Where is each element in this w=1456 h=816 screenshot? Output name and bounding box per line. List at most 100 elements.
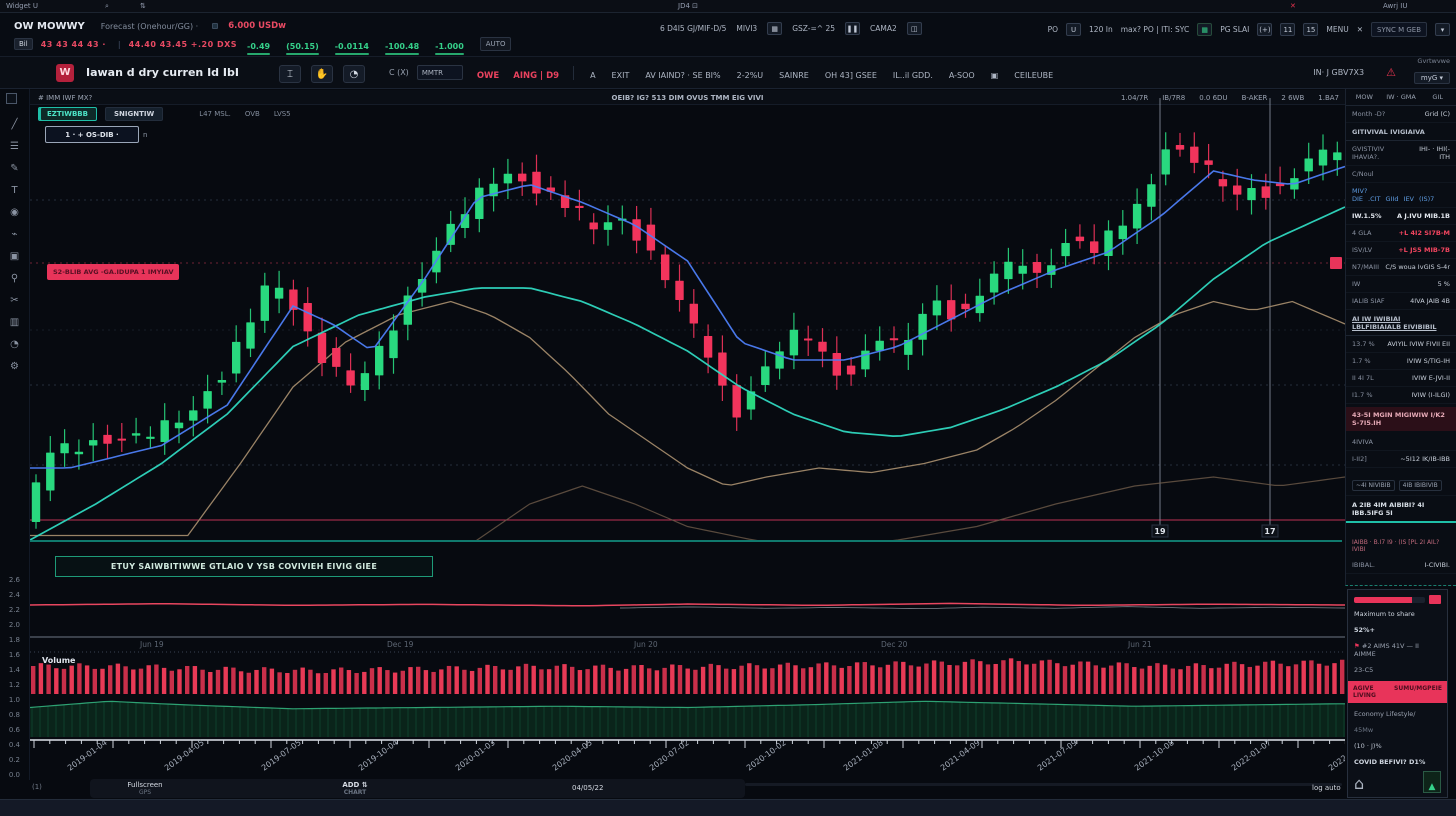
link[interactable]: MIV? DIE: [1352, 187, 1368, 203]
details-tab-1[interactable]: IW · GMA: [1386, 93, 1416, 101]
search-input[interactable]: SYNC M GEB: [1371, 22, 1427, 37]
marker-icon[interactable]: ◉: [10, 206, 19, 218]
toolbar-menu-item-3[interactable]: 2-2%U: [736, 71, 764, 80]
highlight-row[interactable]: 43-5I MGIN MIGIWIW I/K2 S-7I5.IH: [1346, 407, 1456, 431]
split-icon[interactable]: ⇅: [140, 2, 146, 10]
toolbar-menu-item-8[interactable]: ▣: [990, 71, 999, 80]
home-icon[interactable]: ⌂: [1354, 774, 1365, 793]
add-chart-button[interactable]: ADD ⇅ CHART: [342, 781, 368, 796]
chip[interactable]: 4IB IBIBIVIB: [1398, 480, 1442, 491]
link[interactable]: GIId: [1385, 195, 1399, 203]
svg-text:2021-01-08: 2021-01-08: [842, 738, 885, 773]
stat-value-1: IB/7R8: [1162, 94, 1186, 102]
menu-button[interactable]: MENU: [1326, 25, 1349, 34]
text-icon[interactable]: T: [11, 184, 18, 196]
detail-row: IBIBAL. I-CIVIBI.: [1346, 557, 1456, 574]
toolbar-menu-item-9[interactable]: CEILEUBE: [1014, 71, 1054, 80]
mid-menu-item-3[interactable]: CAMA2: [870, 24, 897, 33]
toolbar-menu-item-2[interactable]: AV IAIND? · SE BI%: [645, 71, 721, 80]
settings-icon[interactable]: ⚙: [10, 360, 19, 372]
pattern-icon[interactable]: ▣: [9, 250, 20, 262]
timeframe-label[interactable]: Forecast (Onehour/GG) ·: [100, 21, 199, 31]
interval-input[interactable]: MMTR: [416, 65, 463, 80]
search-dropdown-button[interactable]: ▾: [1435, 23, 1450, 36]
main-price-chart[interactable]: 19 17: [30, 90, 1345, 540]
details-tab-0[interactable]: MOW: [1355, 93, 1373, 101]
history-icon[interactable]: ◔: [342, 65, 365, 84]
ticker-strip: OW MOWWY Forecast (Onehour/GG) · 6.000 U…: [0, 13, 1456, 57]
active-band[interactable]: AGIVE LIVING SUMU/MGPEIE: [1348, 681, 1447, 703]
mini-chart-thumbnail[interactable]: ▲: [1423, 771, 1441, 793]
chart-stats-bar: # IMM IWF MX? OEIB? IG? 513 DIM OVUS TMM…: [30, 90, 1345, 105]
price-alert-badge[interactable]: S2-BLIB AVG -GA.IDUPA 1 IMYIAV: [47, 264, 180, 280]
annotation-input[interactable]: 1 · + OS-DIB ·: [45, 126, 139, 143]
green-grid-icon[interactable]: ▦: [1197, 23, 1213, 36]
legend-tab-primary[interactable]: EZTIWBBB: [38, 107, 97, 121]
toolbar-menu-item-1[interactable]: EXIT: [611, 71, 630, 80]
stat-chip-4[interactable]: -1.000: [435, 42, 464, 55]
annotation-handle[interactable]: n: [143, 131, 148, 139]
toolbar-menu-item-4[interactable]: SAINRE: [779, 71, 809, 80]
chart-type-icon[interactable]: ⌶: [278, 65, 301, 84]
measure-icon[interactable]: ✂: [10, 294, 19, 306]
symbol-name[interactable]: OW MOWWY: [14, 20, 85, 32]
layout-icon[interactable]: U: [1066, 23, 1082, 36]
toolbar-menu-item-0[interactable]: A: [590, 71, 596, 80]
grid-icon[interactable]: ▥: [9, 316, 20, 328]
wave-icon[interactable]: ⌁: [11, 228, 18, 240]
svg-text:Jun 20: Jun 20: [633, 640, 658, 649]
magnet-icon[interactable]: ⚲: [10, 272, 19, 284]
toolbar-menu-item-7[interactable]: A-SOO: [948, 71, 975, 80]
stat-chip-2[interactable]: -0.0114: [334, 42, 369, 55]
pane-separator[interactable]: [30, 540, 1342, 542]
legend-tab-secondary[interactable]: SNIGNTIW: [104, 107, 164, 121]
progress-stop-icon[interactable]: [1429, 595, 1441, 604]
add-icon[interactable]: (+): [1257, 23, 1273, 36]
link[interactable]: .CIT: [1368, 195, 1381, 203]
sync-label[interactable]: max? PO | ITI: SYC: [1120, 25, 1190, 34]
log-auto-toggle[interactable]: log auto: [1312, 784, 1341, 792]
app-title: Widget U: [6, 2, 38, 10]
panel-icon[interactable]: ◫: [906, 22, 922, 35]
panel-15-icon[interactable]: 15: [1303, 23, 1319, 36]
notifications-icon[interactable]: ✋: [310, 65, 333, 84]
link[interactable]: (IS)7: [1419, 195, 1435, 203]
mid-menu-item[interactable]: MIVI3: [736, 24, 758, 33]
timer-icon[interactable]: ◔: [10, 338, 19, 350]
bottom-toolbar: [90, 779, 745, 798]
close-icon[interactable]: ✕: [1290, 2, 1296, 10]
app-logo[interactable]: W: [56, 63, 74, 82]
chart-select-checkbox[interactable]: [6, 93, 17, 104]
annotate-icon[interactable]: ✎: [10, 162, 19, 174]
trend-line-icon[interactable]: ╱: [11, 118, 18, 130]
warning-icon[interactable]: ⚠: [1386, 66, 1396, 79]
toolbar-menu-item-6[interactable]: IL..il GDD.: [892, 71, 933, 80]
titlebar-mid-item[interactable]: JD4 ⊡: [678, 2, 698, 10]
stat-chip-3[interactable]: -100.48: [384, 42, 420, 55]
auto-chip[interactable]: AUTO: [479, 37, 512, 51]
po-label[interactable]: PO: [1047, 25, 1059, 34]
panel-11-icon[interactable]: 11: [1280, 23, 1296, 36]
link[interactable]: IEV: [1403, 195, 1415, 203]
close-x-icon[interactable]: ✕: [1356, 25, 1364, 34]
toolbar-red-item-1[interactable]: AING | D9: [513, 71, 560, 81]
pg-slai-label[interactable]: PG SLAI: [1220, 25, 1250, 34]
toolbar-red-item-0[interactable]: OWE: [476, 71, 500, 81]
sliders-icon[interactable]: ❚❚: [845, 22, 860, 35]
stat-chip-1[interactable]: (50.15): [286, 42, 319, 55]
stat-chip-0[interactable]: -0.49: [247, 42, 271, 55]
zoom-icon[interactable]: ⌕: [105, 2, 109, 10]
date-display: 04/05/22: [572, 784, 604, 792]
fib-retracement-icon[interactable]: ☰: [10, 140, 19, 152]
svg-text:2020-10-02: 2020-10-02: [745, 738, 788, 773]
toolbar-menu-item-5[interactable]: OH 43] GSEE: [824, 71, 877, 80]
svg-text:2019-10-04: 2019-10-04: [357, 738, 400, 773]
grid-icon[interactable]: ▦: [767, 22, 783, 35]
mid-menu-item-2[interactable]: GSZ-=^ 25: [792, 24, 835, 33]
ohlc-values: 44.40 43.45 +.20 DXS: [128, 39, 238, 49]
chip[interactable]: ~4I NIVIBIB: [1352, 480, 1395, 491]
corner-button[interactable]: myG ▾: [1413, 72, 1450, 84]
details-tab-2[interactable]: GIL: [1432, 93, 1443, 101]
fullscreen-button[interactable]: Fullscreen GPS: [127, 781, 163, 796]
